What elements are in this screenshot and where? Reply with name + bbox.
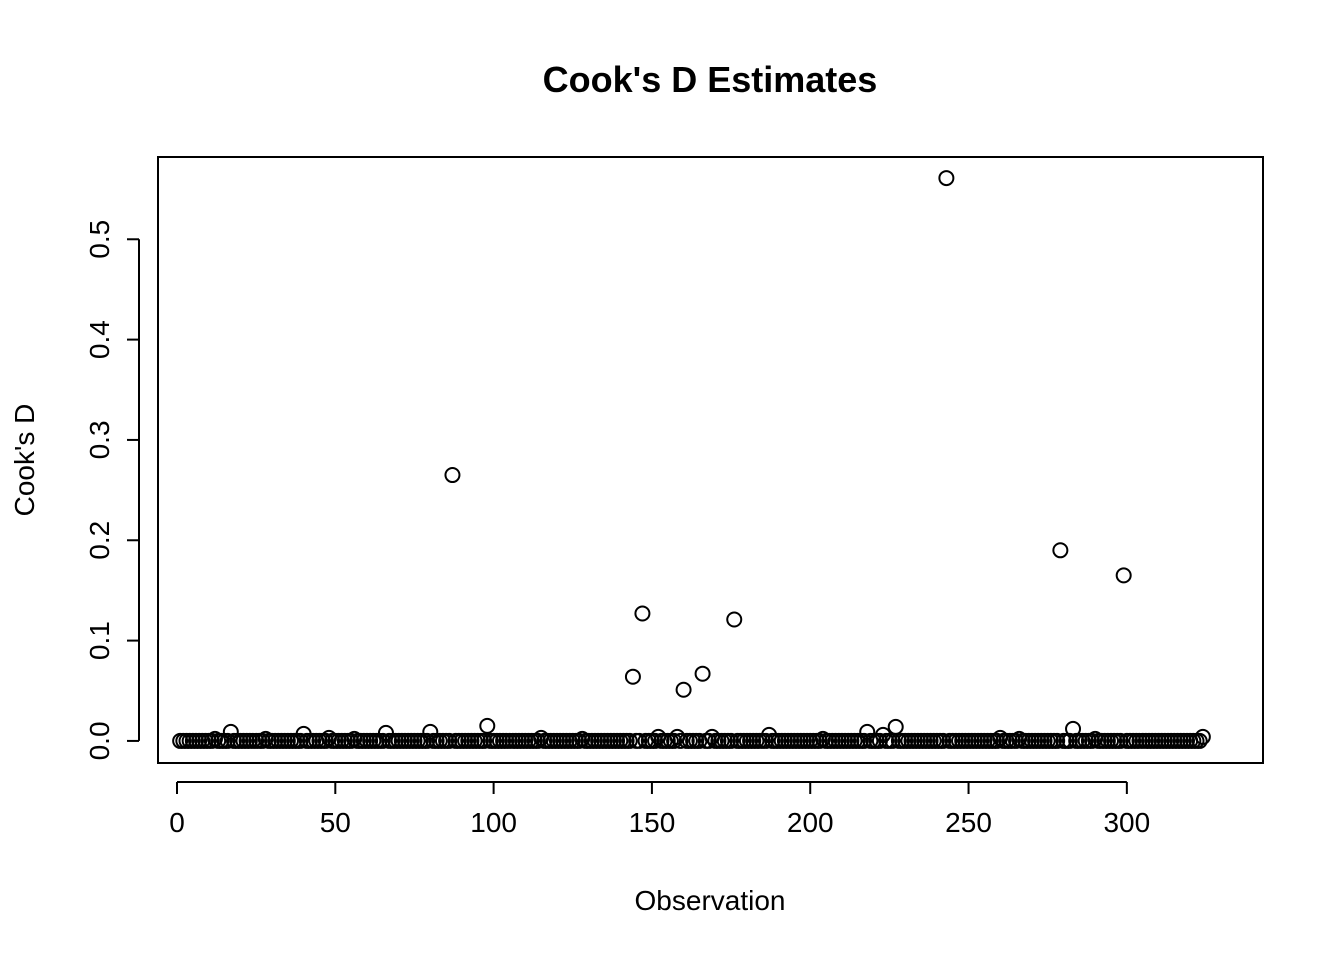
y-tick-label: 0.0 [84,721,115,760]
data-point [1052,542,1069,559]
data-point [203,732,220,749]
data-point [444,467,461,484]
data-point [935,732,952,749]
x-axis: 0 50 100 150 200 250 300 [169,781,1150,838]
data-point [1065,720,1082,737]
data-point [700,732,717,749]
data-point [257,730,274,747]
data-point [1008,732,1025,749]
data-point [574,730,591,747]
data-point [1115,567,1132,584]
y-tick-label: 0.4 [84,320,115,359]
data-point [621,732,638,749]
data-point [647,732,664,749]
y-tick-label: 0.5 [84,220,115,259]
data-points [172,170,1211,749]
data-point [346,730,363,747]
chart-title: Cook's D Estimates [543,59,878,100]
data-point [624,668,641,685]
data-point [726,611,743,628]
data-point [1011,730,1028,747]
x-axis-label: Observation [635,885,786,916]
plot-area-frame [157,156,1264,764]
data-point [219,732,236,749]
data-point [479,717,496,734]
y-tick-label: 0.3 [84,420,115,459]
data-point [989,732,1006,749]
data-point [292,732,309,749]
y-tick-label: 0.1 [84,621,115,660]
x-tick-label: 150 [629,807,676,838]
data-point [476,732,493,749]
x-tick-label: 300 [1103,807,1150,838]
x-tick-label: 250 [945,807,992,838]
data-point [441,732,458,749]
data-point [694,665,711,682]
data-point [1061,732,1078,749]
x-tick-label: 50 [320,807,351,838]
data-point [343,732,360,749]
y-axis-label: Cook's D [9,404,40,517]
data-point [317,732,334,749]
data-point [529,732,546,749]
data-point [571,732,588,749]
data-point [419,732,436,749]
data-point [1112,732,1129,749]
y-tick-label: 0.2 [84,521,115,560]
data-point [1049,732,1066,749]
x-tick-label: 200 [787,807,834,838]
data-point [675,681,692,698]
data-point [723,732,740,749]
data-point [1191,732,1208,749]
x-tick-label: 100 [470,807,517,838]
data-point [938,170,955,187]
data-point [1084,732,1101,749]
data-point [814,730,831,747]
data-point [672,732,689,749]
data-point [254,732,271,749]
data-point [666,732,683,749]
data-point [1087,730,1104,747]
x-tick-label: 0 [169,807,185,838]
y-axis: 0.0 0.1 0.2 0.3 0.4 0.5 [84,220,140,760]
data-point [374,732,391,749]
data-point [634,605,651,622]
data-point [631,732,648,749]
data-point [206,730,223,747]
data-point [1194,728,1211,745]
data-point [887,718,904,735]
data-point [811,732,828,749]
data-point [856,732,873,749]
